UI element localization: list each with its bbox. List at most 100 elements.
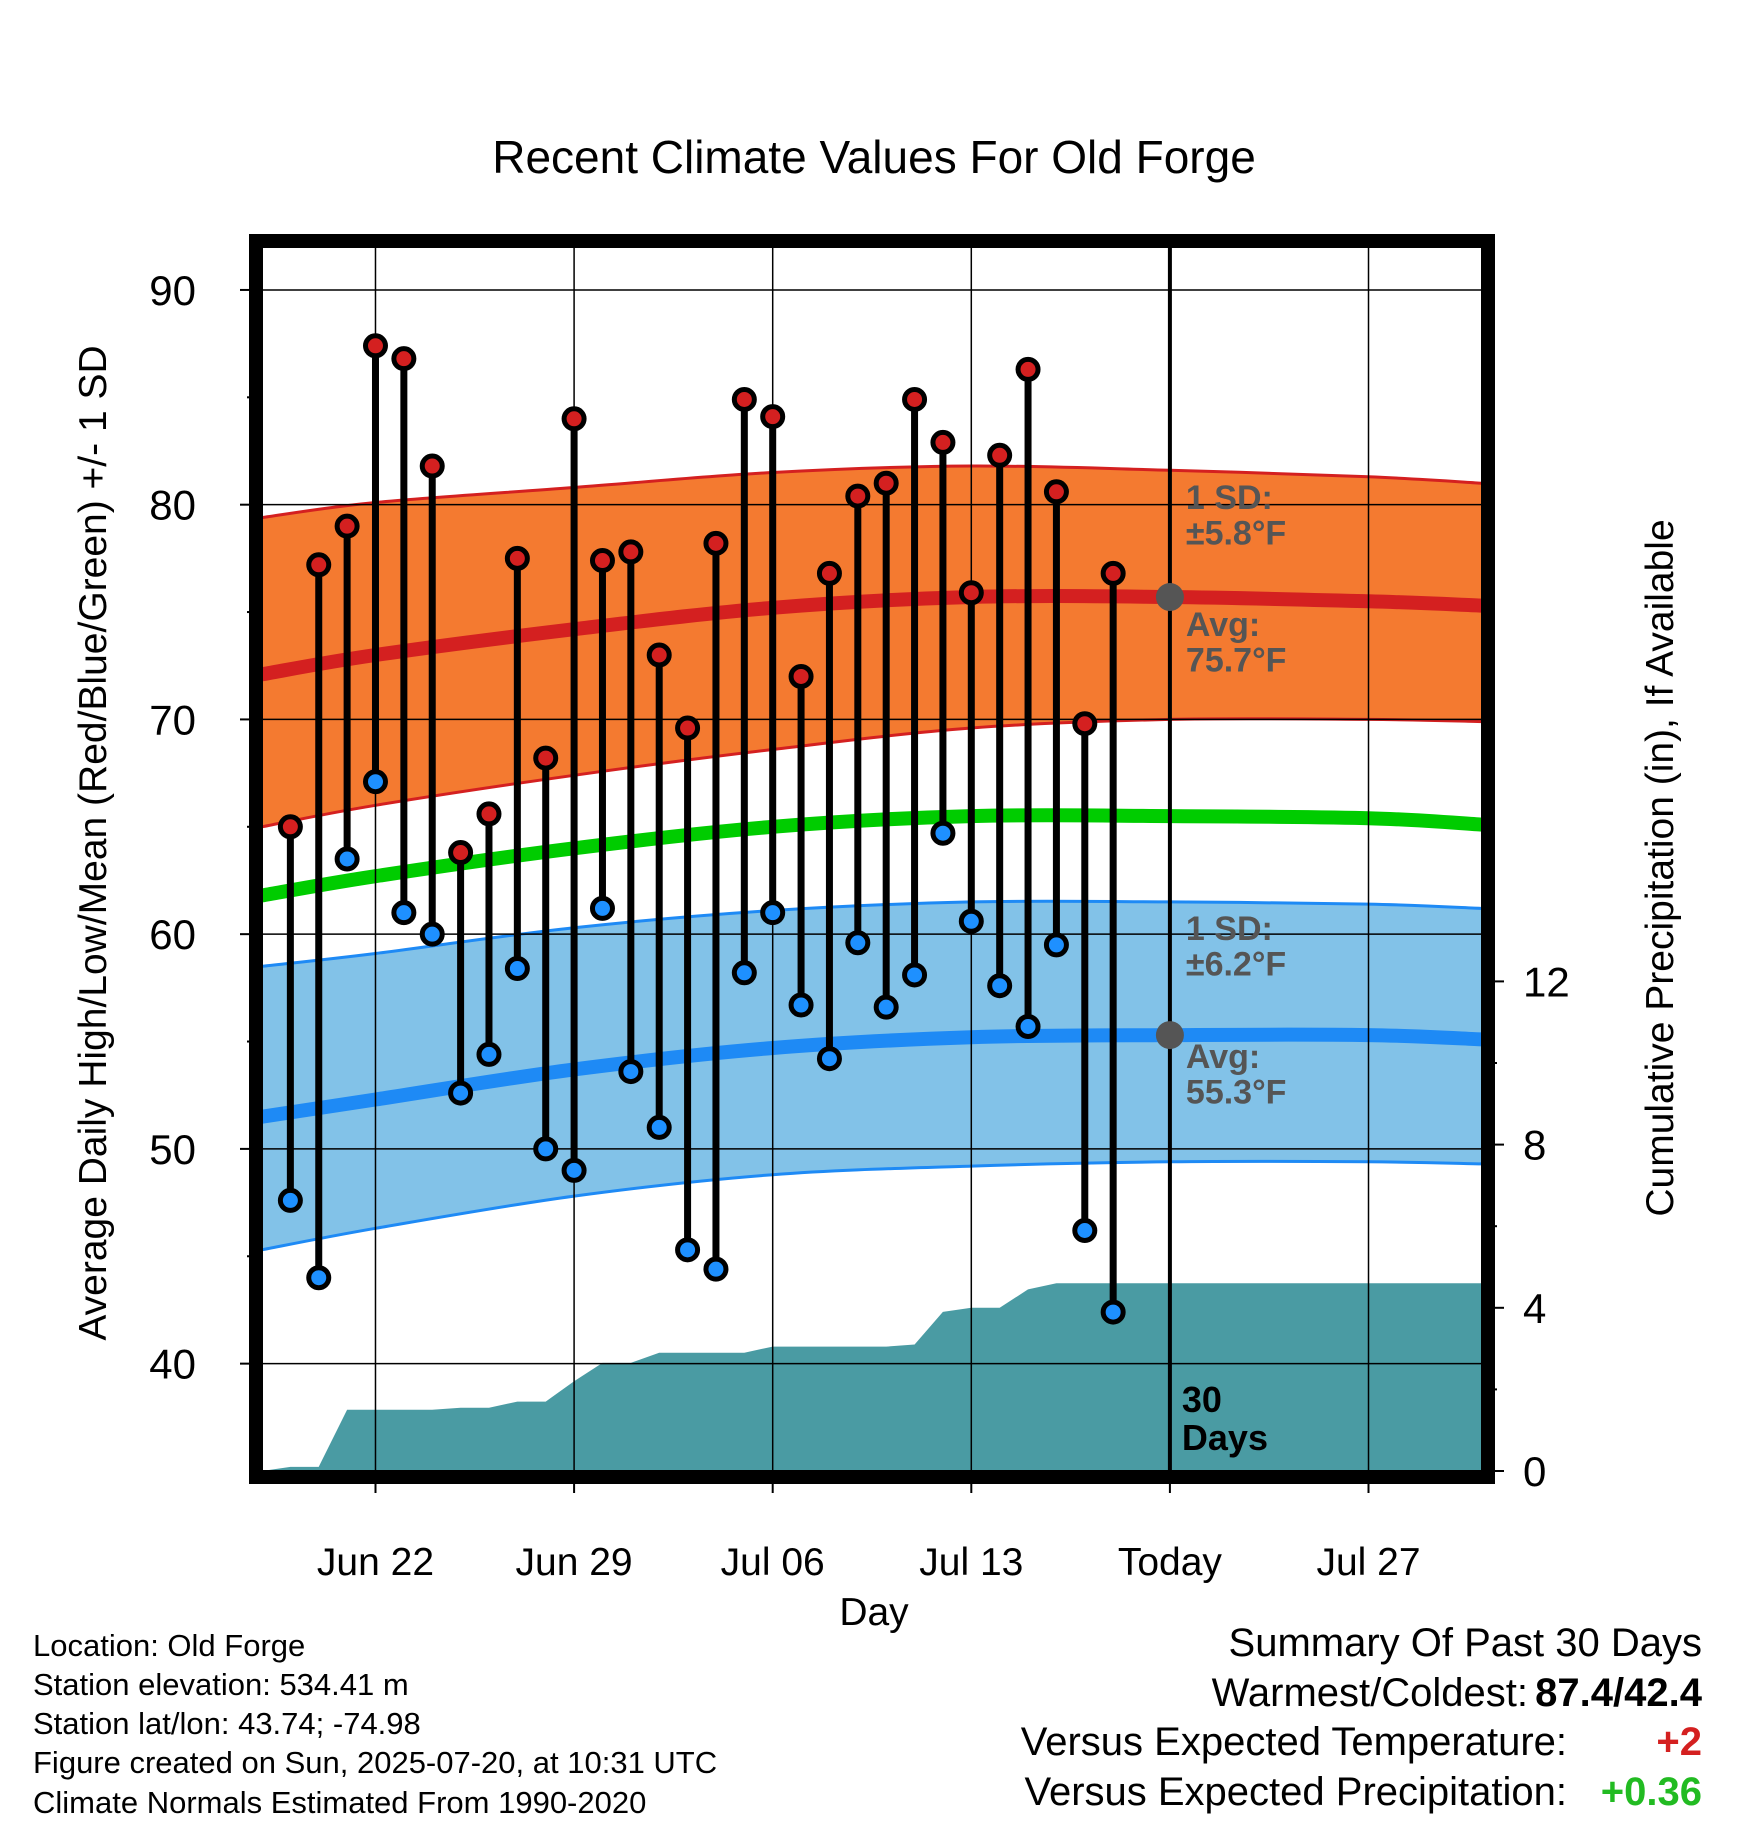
observed-high-point — [902, 386, 928, 412]
today-days-label: 30 Days — [1182, 1379, 1268, 1458]
observed-high-point — [1015, 356, 1041, 382]
plot-area: 1 SD: ±5.8°F Avg: 75.7°F 1 SD: ±6.2°F Avg: 55.3… — [149, 234, 1570, 1584]
today-high-avg-marker — [1155, 583, 1184, 612]
chart-title: Recent Climate Values For Old Forge — [492, 131, 1256, 183]
observed-low-point — [504, 956, 530, 982]
low-mean-line — [262, 1027, 1482, 1124]
observed-low-point — [533, 1136, 559, 1162]
observed-high-point — [533, 745, 559, 771]
observed-high-point — [987, 442, 1013, 468]
observed-low-point — [760, 900, 786, 926]
y-tick-label: 40 — [149, 1341, 196, 1388]
observed-stems — [286, 345, 1117, 1313]
x-tick-label: Jun 29 — [516, 1541, 633, 1584]
observed-low-point — [675, 1237, 701, 1263]
low-avg-annotation: Avg: 55.3°F — [1186, 1038, 1287, 1112]
x-tick-label: Today — [1118, 1541, 1223, 1584]
observed-high-point — [277, 814, 303, 840]
observed-high-point — [561, 406, 587, 432]
observed-low-point — [703, 1256, 729, 1282]
observed-low-point — [589, 895, 615, 921]
x-axis-title: Day — [839, 1591, 909, 1634]
observed-high-point — [589, 548, 615, 574]
summary-precip-label: Versus Expected Precipitation: — [1024, 1770, 1567, 1814]
low-sd-band-upper-edge — [262, 899, 1482, 968]
x-tick-label: Jul 13 — [919, 1541, 1023, 1584]
observed-low-point — [873, 994, 899, 1020]
x-tick-label: Jul 06 — [721, 1541, 825, 1584]
observed-high-point — [1043, 479, 1069, 505]
footer-normals: Climate Normals Estimated From 1990-2020 — [33, 1785, 647, 1820]
observed-high-point — [448, 840, 474, 866]
observed-low-point — [306, 1265, 332, 1291]
y-axis-title: Average Daily High/Low/Mean (Red/Blue/Gr… — [72, 345, 115, 1340]
observed-low-point — [362, 769, 388, 795]
high-sd-band-fill — [262, 465, 1482, 827]
cumulative-precip-area — [262, 1283, 1482, 1471]
footer-elevation: Station elevation: 534.41 m — [33, 1667, 409, 1702]
summary-warmest-value: 87.4/42.4 — [1535, 1671, 1702, 1715]
summary-precip-value: +0.36 — [1600, 1770, 1702, 1814]
observed-low-point — [561, 1157, 587, 1183]
low-sd-band-lower-edge — [262, 1159, 1482, 1252]
high-avg-annotation: Avg: 75.7°F — [1186, 606, 1287, 680]
y2-tick-label: 4 — [1523, 1285, 1546, 1332]
y2-tick-label: 12 — [1523, 958, 1570, 1005]
observed-high-point — [362, 333, 388, 359]
observed-low-point — [816, 1046, 842, 1072]
summary-title: Summary Of Past 30 Days — [1228, 1621, 1702, 1665]
observed-low-point — [902, 962, 928, 988]
observed-low-point — [334, 846, 360, 872]
observed-high-point — [788, 663, 814, 689]
overall-mean-line — [262, 808, 1482, 903]
observed-low-point — [618, 1059, 644, 1085]
high-sd-annotation: 1 SD: ±5.8°F — [1186, 479, 1286, 553]
observed-high-point — [306, 552, 332, 578]
plot-clipped — [262, 247, 1482, 1471]
observed-low-point — [845, 930, 871, 956]
observed-high-point — [419, 453, 445, 479]
summary-temp-label: Versus Expected Temperature: — [1020, 1720, 1567, 1764]
observed-high-point — [646, 642, 672, 668]
observed-high-point — [845, 483, 871, 509]
observed-high-point — [873, 470, 899, 496]
y-tick-label: 80 — [149, 482, 196, 529]
observed-low-point — [788, 992, 814, 1018]
footer-location: Location: Old Forge — [33, 1628, 306, 1663]
observed-low-point — [448, 1080, 474, 1106]
observed-high-point — [1100, 560, 1126, 586]
observed-high-point — [816, 560, 842, 586]
observed-low-point — [958, 908, 984, 934]
observed-high-point — [703, 530, 729, 556]
y-tick-label: 50 — [149, 1126, 196, 1173]
today-low-avg-marker — [1155, 1021, 1184, 1050]
y2-axis-title: Cumulative Precipitation (in), If Availa… — [1639, 519, 1682, 1216]
observed-high-point — [391, 346, 417, 372]
observed-high-point — [334, 513, 360, 539]
y-tick-label: 60 — [149, 911, 196, 958]
observed-low-point — [1100, 1299, 1126, 1325]
observed-low-point — [391, 900, 417, 926]
x-tick-label: Jun 22 — [317, 1541, 434, 1584]
observed-high-point — [675, 715, 701, 741]
y2-tick-label: 8 — [1523, 1122, 1546, 1169]
summary-temp-value: +2 — [1656, 1720, 1702, 1764]
observed-low-point — [646, 1114, 672, 1140]
observed-high-point — [760, 404, 786, 430]
observed-high-point — [731, 386, 757, 412]
low-sd-band-fill — [262, 901, 1482, 1250]
summary-warmest-label: Warmest/Coldest: — [1211, 1671, 1528, 1715]
observed-low-point — [476, 1041, 502, 1067]
x-tick-label: Jul 27 — [1316, 1541, 1420, 1584]
observed-low-point — [277, 1187, 303, 1213]
observed-high-point — [476, 801, 502, 827]
footer-created: Figure created on Sun, 2025-07-20, at 10… — [33, 1745, 718, 1780]
observed-low-point — [1043, 932, 1069, 958]
observed-low-point — [987, 973, 1013, 999]
observed-high-point — [618, 539, 644, 565]
observed-low-point — [731, 960, 757, 986]
low-sd-annotation: 1 SD: ±6.2°F — [1186, 910, 1286, 984]
observed-high-point — [504, 545, 530, 571]
observed-low-point — [419, 921, 445, 947]
